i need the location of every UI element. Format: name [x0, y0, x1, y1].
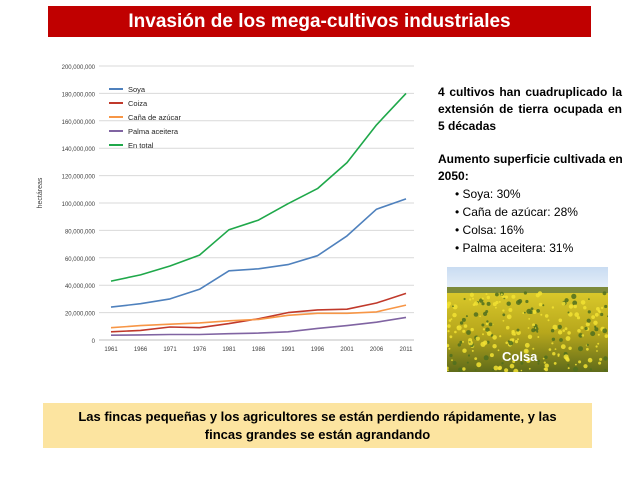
x-tick-label: 1976 [193, 347, 207, 353]
line-chart: 0 20,000,000 40,000,000 60,000,000 80,000,00… [34, 54, 422, 359]
summary-text: 4 cultivos han cuadruplicado la extensió… [438, 85, 622, 133]
legend-label: Caña de azúcar [128, 113, 181, 122]
x-tick-label: 2006 [370, 347, 384, 353]
increase-item-colsa: Colsa: 16% [455, 221, 578, 239]
legend-label: Soya [128, 85, 146, 94]
y-tick-label: 140,000,000 [62, 147, 96, 153]
chart-svg: 0 20,000,000 40,000,000 60,000,000 80,000,00… [37, 65, 414, 353]
legend-label: En total [128, 141, 154, 150]
x-tick-label: 2001 [340, 347, 354, 353]
increase-item-palma: Palma aceitera: 31% [455, 239, 578, 257]
x-tick-label: 1966 [134, 347, 148, 353]
footer-note: Las fincas pequeñas y los agricultores s… [43, 403, 592, 448]
series-line-ca-a-de-az-car [110, 304, 407, 329]
y-tick-label: 80,000,000 [65, 229, 96, 235]
series-line-palma-aceitera [110, 316, 407, 336]
series-line-en-total [110, 92, 407, 282]
x-tick-label: 1991 [281, 347, 295, 353]
x-tick-label: 1981 [222, 347, 236, 353]
increase-item-cana: Caña de azúcar: 28% [455, 203, 578, 221]
y-axis-label: hectáreas [37, 177, 44, 208]
y-tick-label: 0 [92, 339, 96, 345]
y-tick-label: 120,000,000 [62, 175, 96, 181]
y-tick-label: 180,000,000 [62, 92, 96, 98]
rapeseed-field-image [447, 267, 608, 372]
legend-label: Coiza [128, 99, 148, 108]
increase-title: Aumento superficie cultivada en 2050: [438, 152, 623, 183]
increase-item-soya: Soya: 30% [455, 185, 578, 203]
x-tick-label: 1996 [311, 347, 325, 353]
legend-label: Palma aceitera [128, 127, 179, 136]
series-line-soya [110, 198, 407, 308]
y-tick-label: 60,000,000 [65, 257, 96, 263]
y-tick-label: 100,000,000 [62, 202, 96, 208]
increase-list: Soya: 30% Caña de azúcar: 28% Colsa: 16%… [455, 185, 578, 257]
x-tick-label: 1986 [252, 347, 266, 353]
photo-caption: Colsa [502, 349, 538, 364]
y-tick-label: 200,000,000 [62, 65, 96, 71]
x-tick-label: 1971 [163, 347, 177, 353]
x-tick-label: 1961 [104, 347, 118, 353]
x-tick-label: 2011 [400, 347, 414, 353]
y-tick-label: 160,000,000 [62, 120, 96, 126]
y-tick-label: 20,000,000 [65, 312, 96, 318]
rapeseed-field-photo: Colsa [447, 267, 608, 372]
y-tick-label: 40,000,000 [65, 284, 96, 290]
slide-title: Invasión de los mega-cultivos industrial… [48, 6, 591, 37]
